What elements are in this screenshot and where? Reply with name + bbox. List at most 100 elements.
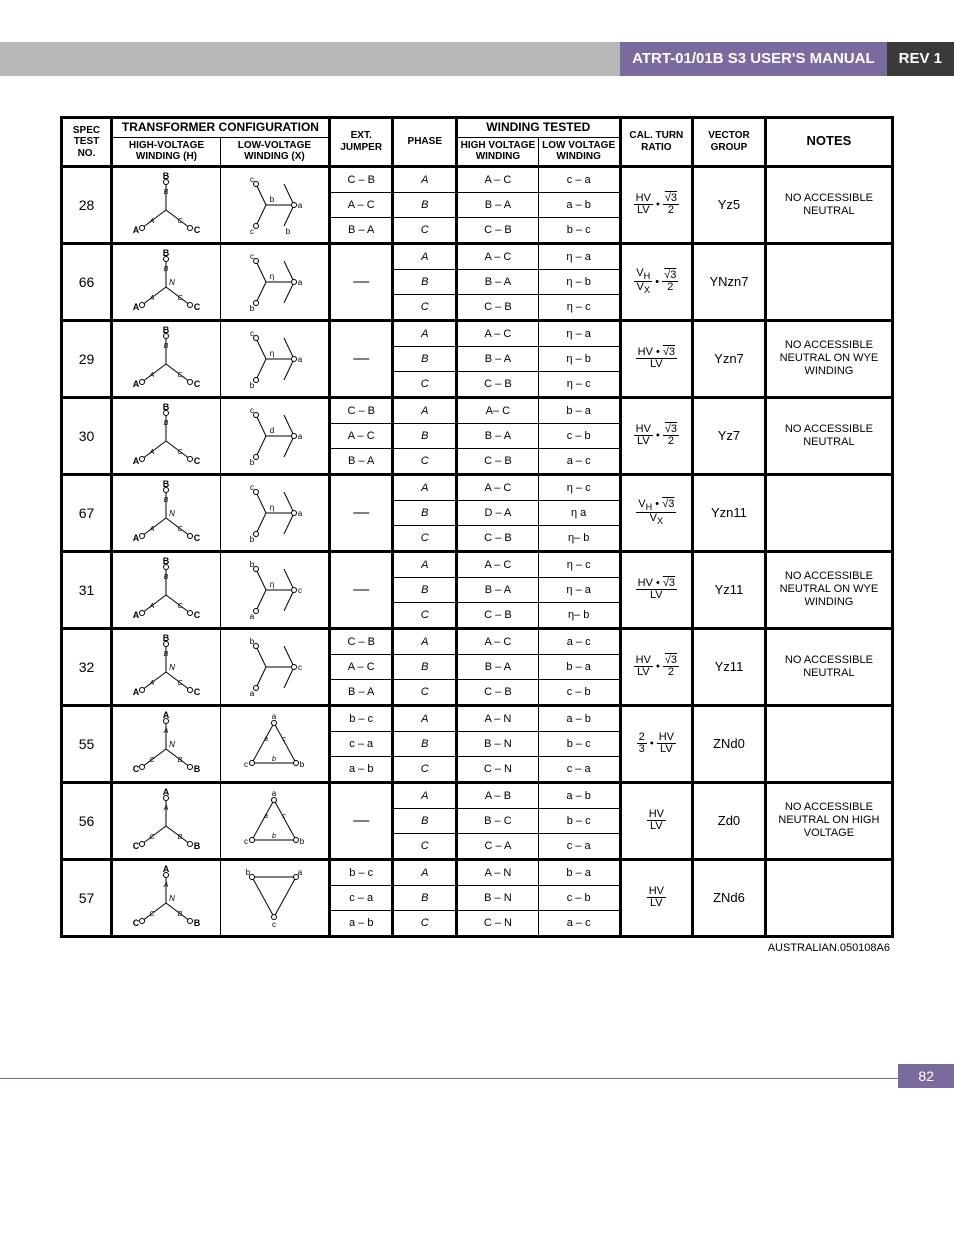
cell-hvw: B – C (457, 808, 539, 833)
svg-text:C: C (178, 372, 184, 379)
col-hv: HIGH-VOLTAGE WINDING (H) (111, 137, 220, 166)
cell-notes (765, 243, 892, 320)
cell-lvw: a – b (538, 192, 620, 217)
cell-lvw: a – c (538, 448, 620, 474)
cell-vector-group: Yz7 (693, 397, 766, 474)
svg-text:A: A (133, 456, 140, 466)
svg-text:N: N (170, 740, 176, 749)
cell-hvw: B – A (457, 269, 539, 294)
svg-text:C: C (194, 533, 201, 543)
cell-hvw: C – B (457, 679, 539, 705)
cell-lvw: η – a (538, 243, 620, 269)
cell-phase: C (393, 371, 457, 397)
svg-text:a: a (298, 509, 303, 518)
cell-hvw: C – B (457, 525, 539, 551)
cell-vector-group: YNzn7 (693, 243, 766, 320)
svg-text:a: a (298, 201, 303, 210)
cell-hvw: A – C (457, 166, 539, 192)
svg-text:c: c (244, 837, 248, 846)
svg-text:a: a (264, 813, 268, 820)
cell-vector-group: Yz11 (693, 628, 766, 705)
cell-phase: C (393, 525, 457, 551)
cell-hv-diagram: B A C B A C N (111, 474, 220, 551)
table-row: 55 A C B A C B N a c b (62, 705, 893, 731)
svg-text:A: A (133, 533, 140, 543)
cell-cal-ratio: HVLV (620, 782, 693, 859)
cell-phase: A (393, 166, 457, 192)
svg-text:c: c (298, 586, 302, 595)
cell-notes: NO ACCESSIBLE NEUTRAL (765, 397, 892, 474)
cell-jumper: — (329, 474, 393, 551)
cell-cal-ratio: HVLV • √32 (620, 166, 693, 243)
svg-text:η: η (270, 349, 274, 358)
cell-jumper: a – b (329, 756, 393, 782)
cell-lvw: η – a (538, 320, 620, 346)
svg-text:B: B (194, 918, 201, 928)
svg-text:A: A (163, 882, 169, 889)
svg-text:C: C (178, 449, 184, 456)
svg-text:C: C (178, 526, 184, 533)
svg-text:A: A (163, 864, 170, 874)
cell-spec: 30 (62, 397, 112, 474)
svg-text:A: A (149, 295, 155, 302)
cell-phase: C (393, 756, 457, 782)
svg-text:N: N (170, 663, 176, 672)
svg-text:C: C (194, 687, 201, 697)
col-lvw: LOW VOLTAGE WINDING (538, 137, 620, 166)
cell-hvw: B – A (457, 423, 539, 448)
svg-text:A: A (133, 302, 140, 312)
table-row: 56 A C B A C B a c b (62, 782, 893, 808)
footer-rule (0, 1078, 898, 1088)
cell-hv-diagram: A C B A C B (111, 782, 220, 859)
svg-text:B: B (164, 574, 169, 581)
cell-spec: 55 (62, 705, 112, 782)
svg-text:A: A (133, 379, 140, 389)
cell-phase: C (393, 679, 457, 705)
cell-hvw: B – A (457, 654, 539, 679)
svg-text:A: A (133, 610, 140, 620)
cell-lvw: a – c (538, 910, 620, 936)
cell-notes: NO ACCESSIBLE NEUTRAL (765, 166, 892, 243)
cell-lvw: c – b (538, 423, 620, 448)
cell-hvw: A – B (457, 782, 539, 808)
cell-cal-ratio: HV • √3LV (620, 551, 693, 628)
cell-lvw: η a (538, 500, 620, 525)
page-content: SPEC TEST NO. TRANSFORMER CONFIGURATION … (0, 76, 954, 974)
cell-lv-diagram: c a b η (220, 320, 329, 397)
cell-lvw: η – a (538, 577, 620, 602)
cell-hvw: D – A (457, 500, 539, 525)
svg-text:c: c (250, 406, 254, 415)
cell-vector-group: ZNd6 (693, 859, 766, 936)
svg-text:b: b (250, 637, 255, 646)
group-config: TRANSFORMER CONFIGURATION (111, 118, 329, 138)
svg-text:A: A (133, 225, 140, 235)
col-jumper: EXT. JUMPER (329, 118, 393, 167)
cell-lvw: c – a (538, 166, 620, 192)
cell-phase: B (393, 808, 457, 833)
cell-lvw: a – c (538, 628, 620, 654)
svg-text:A: A (149, 372, 155, 379)
cell-phase: C (393, 833, 457, 859)
cell-hv-diagram: B A C B A C (111, 320, 220, 397)
svg-text:C: C (194, 610, 201, 620)
svg-text:B: B (163, 633, 170, 643)
cell-phase: B (393, 423, 457, 448)
svg-text:B: B (164, 420, 169, 427)
cell-cal-ratio: HV • √3LV (620, 320, 693, 397)
cell-lv-diagram: c a b η (220, 474, 329, 551)
svg-text:b: b (250, 458, 255, 467)
cell-lvw: η – b (538, 346, 620, 371)
cell-hvw: A – C (457, 243, 539, 269)
cell-phase: A (393, 243, 457, 269)
svg-text:C: C (194, 302, 201, 312)
svg-text:a: a (298, 868, 303, 877)
table-row: 66 B A C B A C N (62, 243, 893, 269)
svg-text:A: A (163, 805, 169, 812)
cell-notes (765, 859, 892, 936)
cell-lvw: c – a (538, 756, 620, 782)
cell-lvw: η– b (538, 525, 620, 551)
svg-text:η: η (270, 503, 274, 512)
svg-text:B: B (164, 343, 169, 350)
cell-spec: 28 (62, 166, 112, 243)
cell-phase: C (393, 217, 457, 243)
